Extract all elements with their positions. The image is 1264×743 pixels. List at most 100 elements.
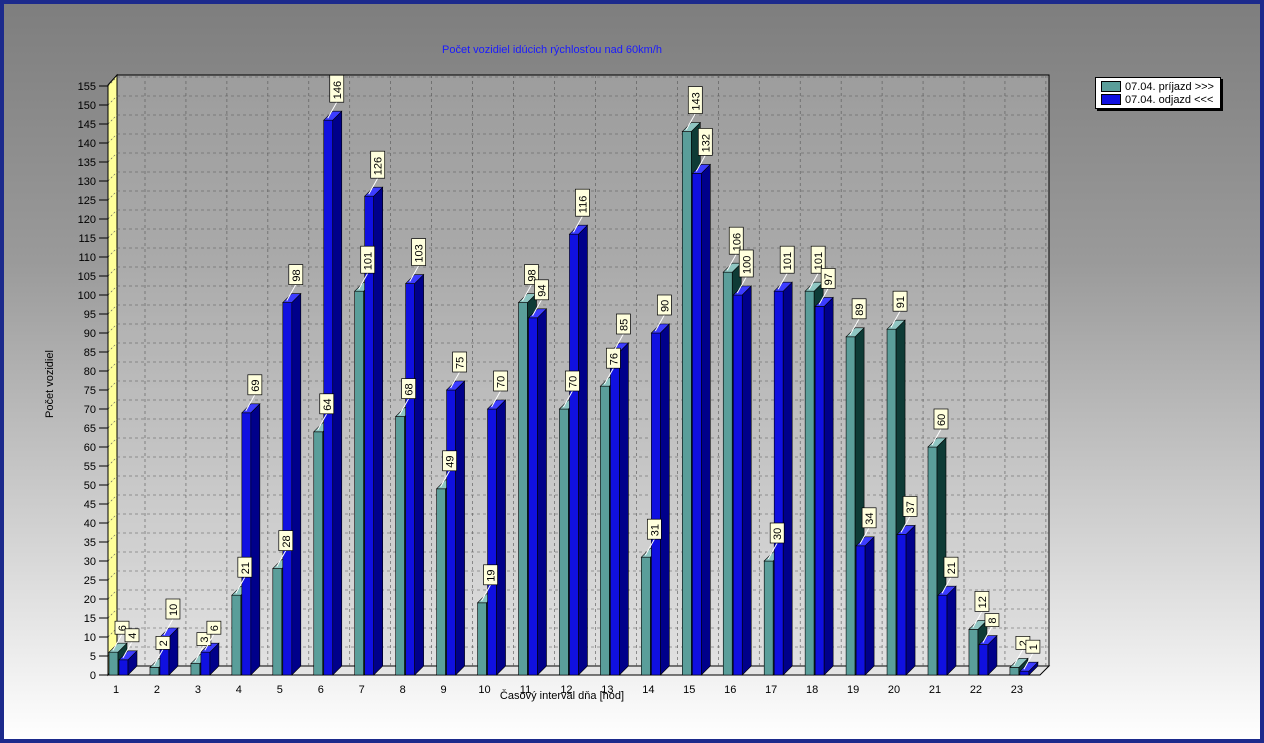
data-label-departure-text: 21 [946,562,958,574]
x-tick-label: 15 [683,684,695,696]
data-label-arrival: 2 [153,636,171,666]
data-label-departure-text: 10 [168,604,180,616]
bar-departure-side [414,273,424,676]
data-label-arrival-text: 98 [527,269,539,281]
bar-departure [978,634,998,676]
y-axis-label: Počet vozidiel [44,350,56,418]
y-tick-label: 70 [84,404,96,416]
data-label-arrival-text: 12 [977,596,989,608]
bar-departure-front [118,659,129,676]
data-label-departure-box [1025,639,1041,654]
data-label-arrival-box [810,245,826,274]
x-tick-label: 8 [400,684,406,696]
data-labels: 6421036216928986414610112668103497519709… [112,74,1041,670]
y-tick-label: 125 [78,195,96,207]
data-label-departure-text: 37 [905,501,917,513]
y-tick-label: 130 [78,176,96,188]
y-tick-label: 145 [78,119,96,131]
data-label-arrival-text: 28 [281,535,293,547]
y-tick-label: 20 [84,594,96,606]
bar-departure [732,285,752,676]
data-label-departure-box [616,313,631,335]
bar-departure-side [946,585,957,676]
bar-departure-front [896,534,907,676]
data-label-arrival-text: 91 [895,296,907,308]
data-label-departure-box [861,507,877,529]
data-label-arrival: 89 [849,298,867,336]
bar-departure-side [905,524,916,676]
y-tick-label: 155 [78,81,96,93]
data-label-arrival-text: 143 [690,92,702,110]
bar-departure-side [291,292,302,676]
y-axis-ticks: 0 5 10 15 20 25 30 35 40 45 50 55 60 65 70 75 80 85 90 95 10… [78,81,109,682]
data-label-arrival-text: 101 [363,252,375,270]
data-label-departure-box [984,613,1000,627]
data-label-arrival-leader [685,113,696,130]
bar-departure [691,163,712,676]
data-label-arrival-leader [276,550,287,567]
data-label-departure-box [247,374,263,396]
data-label-departure-box [575,188,590,217]
left-wall [107,73,118,677]
legend: 07.04. príjazd >>> 07.04. odjazd <<< [1095,77,1221,109]
data-label-departure-text: 103 [414,244,426,262]
data-label-departure-text: 116 [577,196,589,214]
x-tick-label: 22 [970,684,982,696]
data-label-departure-box [124,628,140,643]
data-label-arrival: 143 [685,86,703,130]
x-tick-label: 17 [765,684,777,696]
data-label-departure-leader [982,626,993,643]
data-label-departure-text: 101 [782,252,794,270]
x-axis-label: Časový interval dňa [hod] [500,689,624,702]
data-label-arrival-box [401,378,416,399]
data-label-departure-leader [941,576,952,594]
y-tick-label: 140 [78,138,96,150]
data-label-arrival: 19 [481,564,498,602]
data-label-departure-leader [573,215,583,233]
bar-arrival-front [395,416,405,676]
data-label-arrival: 30 [767,522,785,560]
data-label-arrival: 31 [644,518,662,556]
bar-arrival-front [763,560,774,676]
bar-departure [486,399,507,676]
y-tick-label: 75 [84,385,96,397]
data-label-departure-leader [409,265,420,282]
data-label-arrival-leader [563,390,573,408]
data-label-arrival-text: 19 [486,570,498,582]
x-tick-label: 5 [277,684,283,696]
data-label-departure-leader [695,155,706,172]
y-tick-label: 105 [78,271,96,283]
bar-arrival-front [231,594,242,676]
data-label-departure-leader [204,633,215,651]
data-label-arrival-box [974,591,990,612]
data-label-arrival-text: 2 [158,640,170,646]
bar-departure-front [446,389,456,676]
data-label-departure-leader [450,371,461,389]
bar-departure-front [282,302,293,676]
bar-arrival-front [641,556,651,676]
y-tick-label: 0 [90,670,96,682]
data-label-departure-text: 98 [291,269,303,281]
data-label-departure-text: 34 [864,513,876,525]
x-tick-label: 6 [318,684,324,696]
data-label-arrival: 68 [399,378,416,415]
data-label-arrival-leader [112,633,123,651]
data-label-departure: 126 [368,150,386,195]
data-label-arrival-leader [317,413,328,431]
data-label-arrival-leader [194,645,205,662]
data-label-departure: 85 [613,313,631,351]
data-label-arrival: 101 [358,245,376,290]
data-label-departure: 6 [204,620,222,651]
bar-departure-side [619,342,629,676]
data-label-departure: 97 [818,268,836,305]
data-label-departure-box [534,279,549,301]
y-tick-label: 55 [84,461,96,473]
bar-departure-front [487,408,497,676]
bar-departure-front [241,412,252,676]
bar-departure-front [855,545,866,676]
bar-departure-front [200,651,211,676]
data-label-arrival-box [606,347,621,369]
data-label-departure: 69 [245,374,263,412]
x-tick-label: 3 [195,684,201,696]
